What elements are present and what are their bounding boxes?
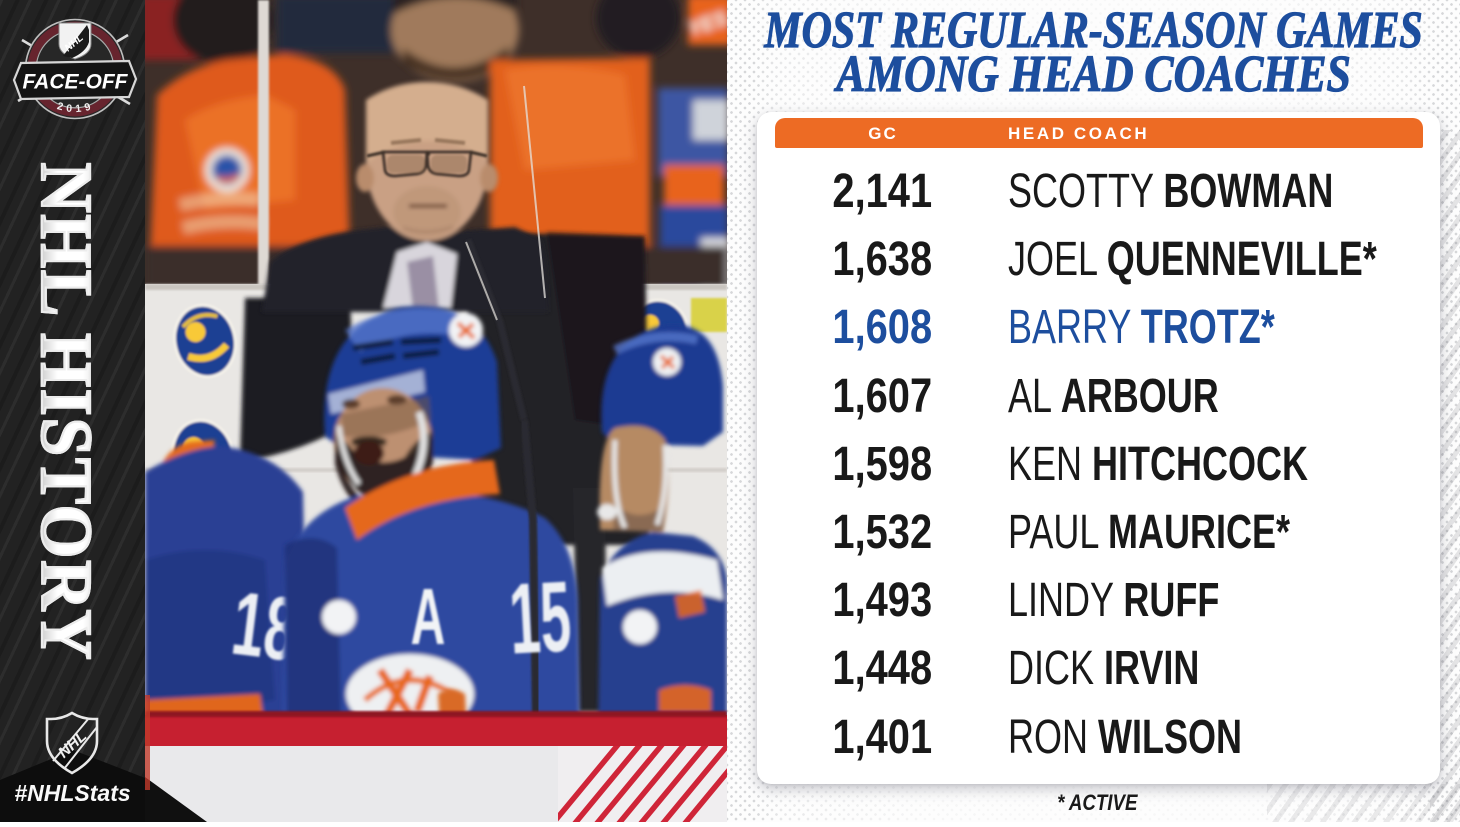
svg-text:A: A [411,571,446,661]
svg-text:15: 15 [507,561,574,676]
svg-text:2019: 2019 [56,100,96,115]
svg-text:FACE-OFF: FACE-OFF [23,71,129,94]
